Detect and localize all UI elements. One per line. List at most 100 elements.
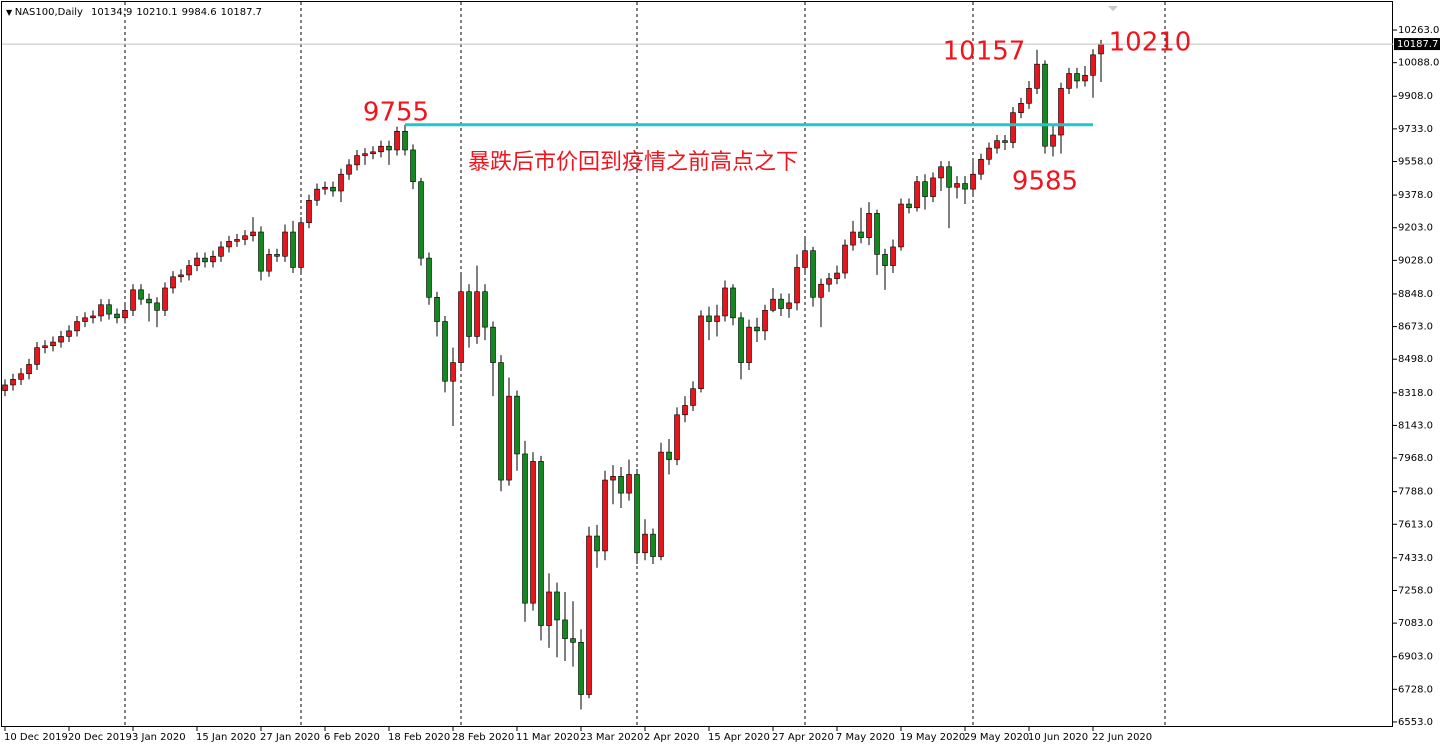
candle-body — [1058, 88, 1064, 136]
candle-body — [394, 131, 400, 151]
candle-body — [570, 638, 576, 643]
candle-body — [58, 336, 64, 343]
candle-body — [322, 186, 328, 190]
x-tick-label: 19 May 2020 — [900, 732, 965, 743]
x-tick-label: 10 Dec 2019 — [4, 732, 68, 743]
candle-body — [82, 317, 88, 322]
candle-body — [1042, 63, 1048, 147]
candle-body — [762, 310, 768, 332]
candle-body — [562, 619, 568, 639]
x-tick-label: 11 Mar 2020 — [516, 732, 579, 743]
candle-body — [274, 254, 280, 257]
candle-body — [1098, 43, 1104, 55]
candle-body — [162, 287, 168, 311]
shift-marker — [1108, 6, 1118, 11]
candle-body — [786, 302, 792, 309]
candle-body — [330, 186, 336, 192]
candle-body — [466, 291, 472, 337]
candle-body — [114, 313, 120, 319]
y-tick-label: 6728.0 — [1398, 684, 1433, 695]
candle-body — [218, 246, 224, 257]
candle-body — [1026, 88, 1032, 104]
header-high: 10210.1 — [136, 7, 177, 18]
y-tick-label: 9733.0 — [1398, 124, 1433, 135]
candle-body — [450, 362, 456, 382]
annotation: 暴跌后市价回到疫情之前高点之下 — [468, 150, 798, 175]
candle-body — [594, 535, 600, 552]
candle-body — [882, 254, 888, 266]
candle-body — [362, 153, 368, 156]
candle-body — [498, 362, 504, 481]
candle-body — [634, 474, 640, 554]
candle-body — [178, 274, 184, 278]
candle-body — [690, 388, 696, 406]
candle-body — [306, 200, 312, 223]
candle-body — [730, 287, 736, 319]
candle-body — [434, 296, 440, 322]
candle-body — [818, 283, 824, 298]
candle-body — [946, 166, 952, 188]
y-tick-label: 9558.0 — [1398, 157, 1433, 168]
y-tick-label: 7613.0 — [1398, 519, 1433, 530]
symbol: NAS100,Daily — [15, 7, 83, 18]
candle-body — [194, 257, 200, 266]
candle-body — [826, 278, 832, 285]
candle-body — [138, 289, 144, 300]
candle-body — [1018, 103, 1024, 113]
candle-body — [802, 250, 808, 268]
candle-body — [426, 257, 432, 298]
candle-body — [754, 326, 760, 332]
y-tick-label: 8848.0 — [1398, 289, 1433, 300]
candle-body — [418, 181, 424, 259]
candle-body — [442, 321, 448, 382]
price-label: 10187.7 — [1397, 39, 1438, 50]
candle-body — [810, 250, 816, 298]
candle-body — [314, 188, 320, 201]
candle-body — [506, 395, 512, 481]
candle-body — [154, 302, 160, 311]
candle-body — [210, 255, 216, 263]
x-tick-label: 15 Apr 2020 — [708, 732, 770, 743]
x-tick-label: 22 Jun 2020 — [1092, 732, 1152, 743]
header-arrow: ▼ — [6, 8, 15, 17]
candle-body — [578, 642, 584, 695]
candle-body — [90, 315, 96, 319]
candle-body — [746, 326, 752, 363]
candle-body — [794, 267, 800, 304]
header-low: 9984.6 — [182, 7, 217, 18]
candle-body — [554, 591, 560, 621]
candle-body — [930, 177, 936, 197]
y-tick-label: 10263.0 — [1398, 25, 1439, 36]
candle-body — [1066, 73, 1072, 89]
candle-body — [234, 239, 240, 242]
candle-body — [674, 414, 680, 460]
candle-body — [370, 151, 376, 154]
y-tick-label: 8143.0 — [1398, 420, 1433, 431]
header-close: 10187.7 — [221, 7, 262, 18]
candle-body — [890, 246, 896, 266]
y-tick-label: 9203.0 — [1398, 223, 1433, 234]
candle-body — [474, 291, 480, 337]
x-tick-label: 3 Jan 2020 — [132, 732, 186, 743]
y-tick-label: 9378.0 — [1398, 190, 1433, 201]
candle-body — [66, 330, 72, 337]
y-tick-label: 7083.0 — [1398, 618, 1433, 629]
y-tick-label: 9028.0 — [1398, 255, 1433, 266]
candle-body — [106, 304, 112, 315]
candle-body — [850, 231, 856, 246]
x-tick-label: 29 May 2020 — [964, 732, 1029, 743]
candle-body — [530, 461, 536, 604]
x-tick-label: 18 Feb 2020 — [388, 732, 450, 743]
candle-body — [666, 451, 672, 460]
candle-body — [698, 315, 704, 389]
candle-body — [242, 235, 248, 240]
candle-body — [378, 145, 384, 153]
candle-body — [546, 591, 552, 626]
annotation: 10210 — [1109, 28, 1192, 58]
candle-body — [778, 298, 784, 309]
annotation: 10157 — [943, 37, 1026, 67]
candle-body — [98, 304, 104, 317]
candle-body — [298, 222, 304, 268]
x-tick-label: 10 Jun 2020 — [1028, 732, 1088, 743]
candle-body — [10, 379, 16, 386]
